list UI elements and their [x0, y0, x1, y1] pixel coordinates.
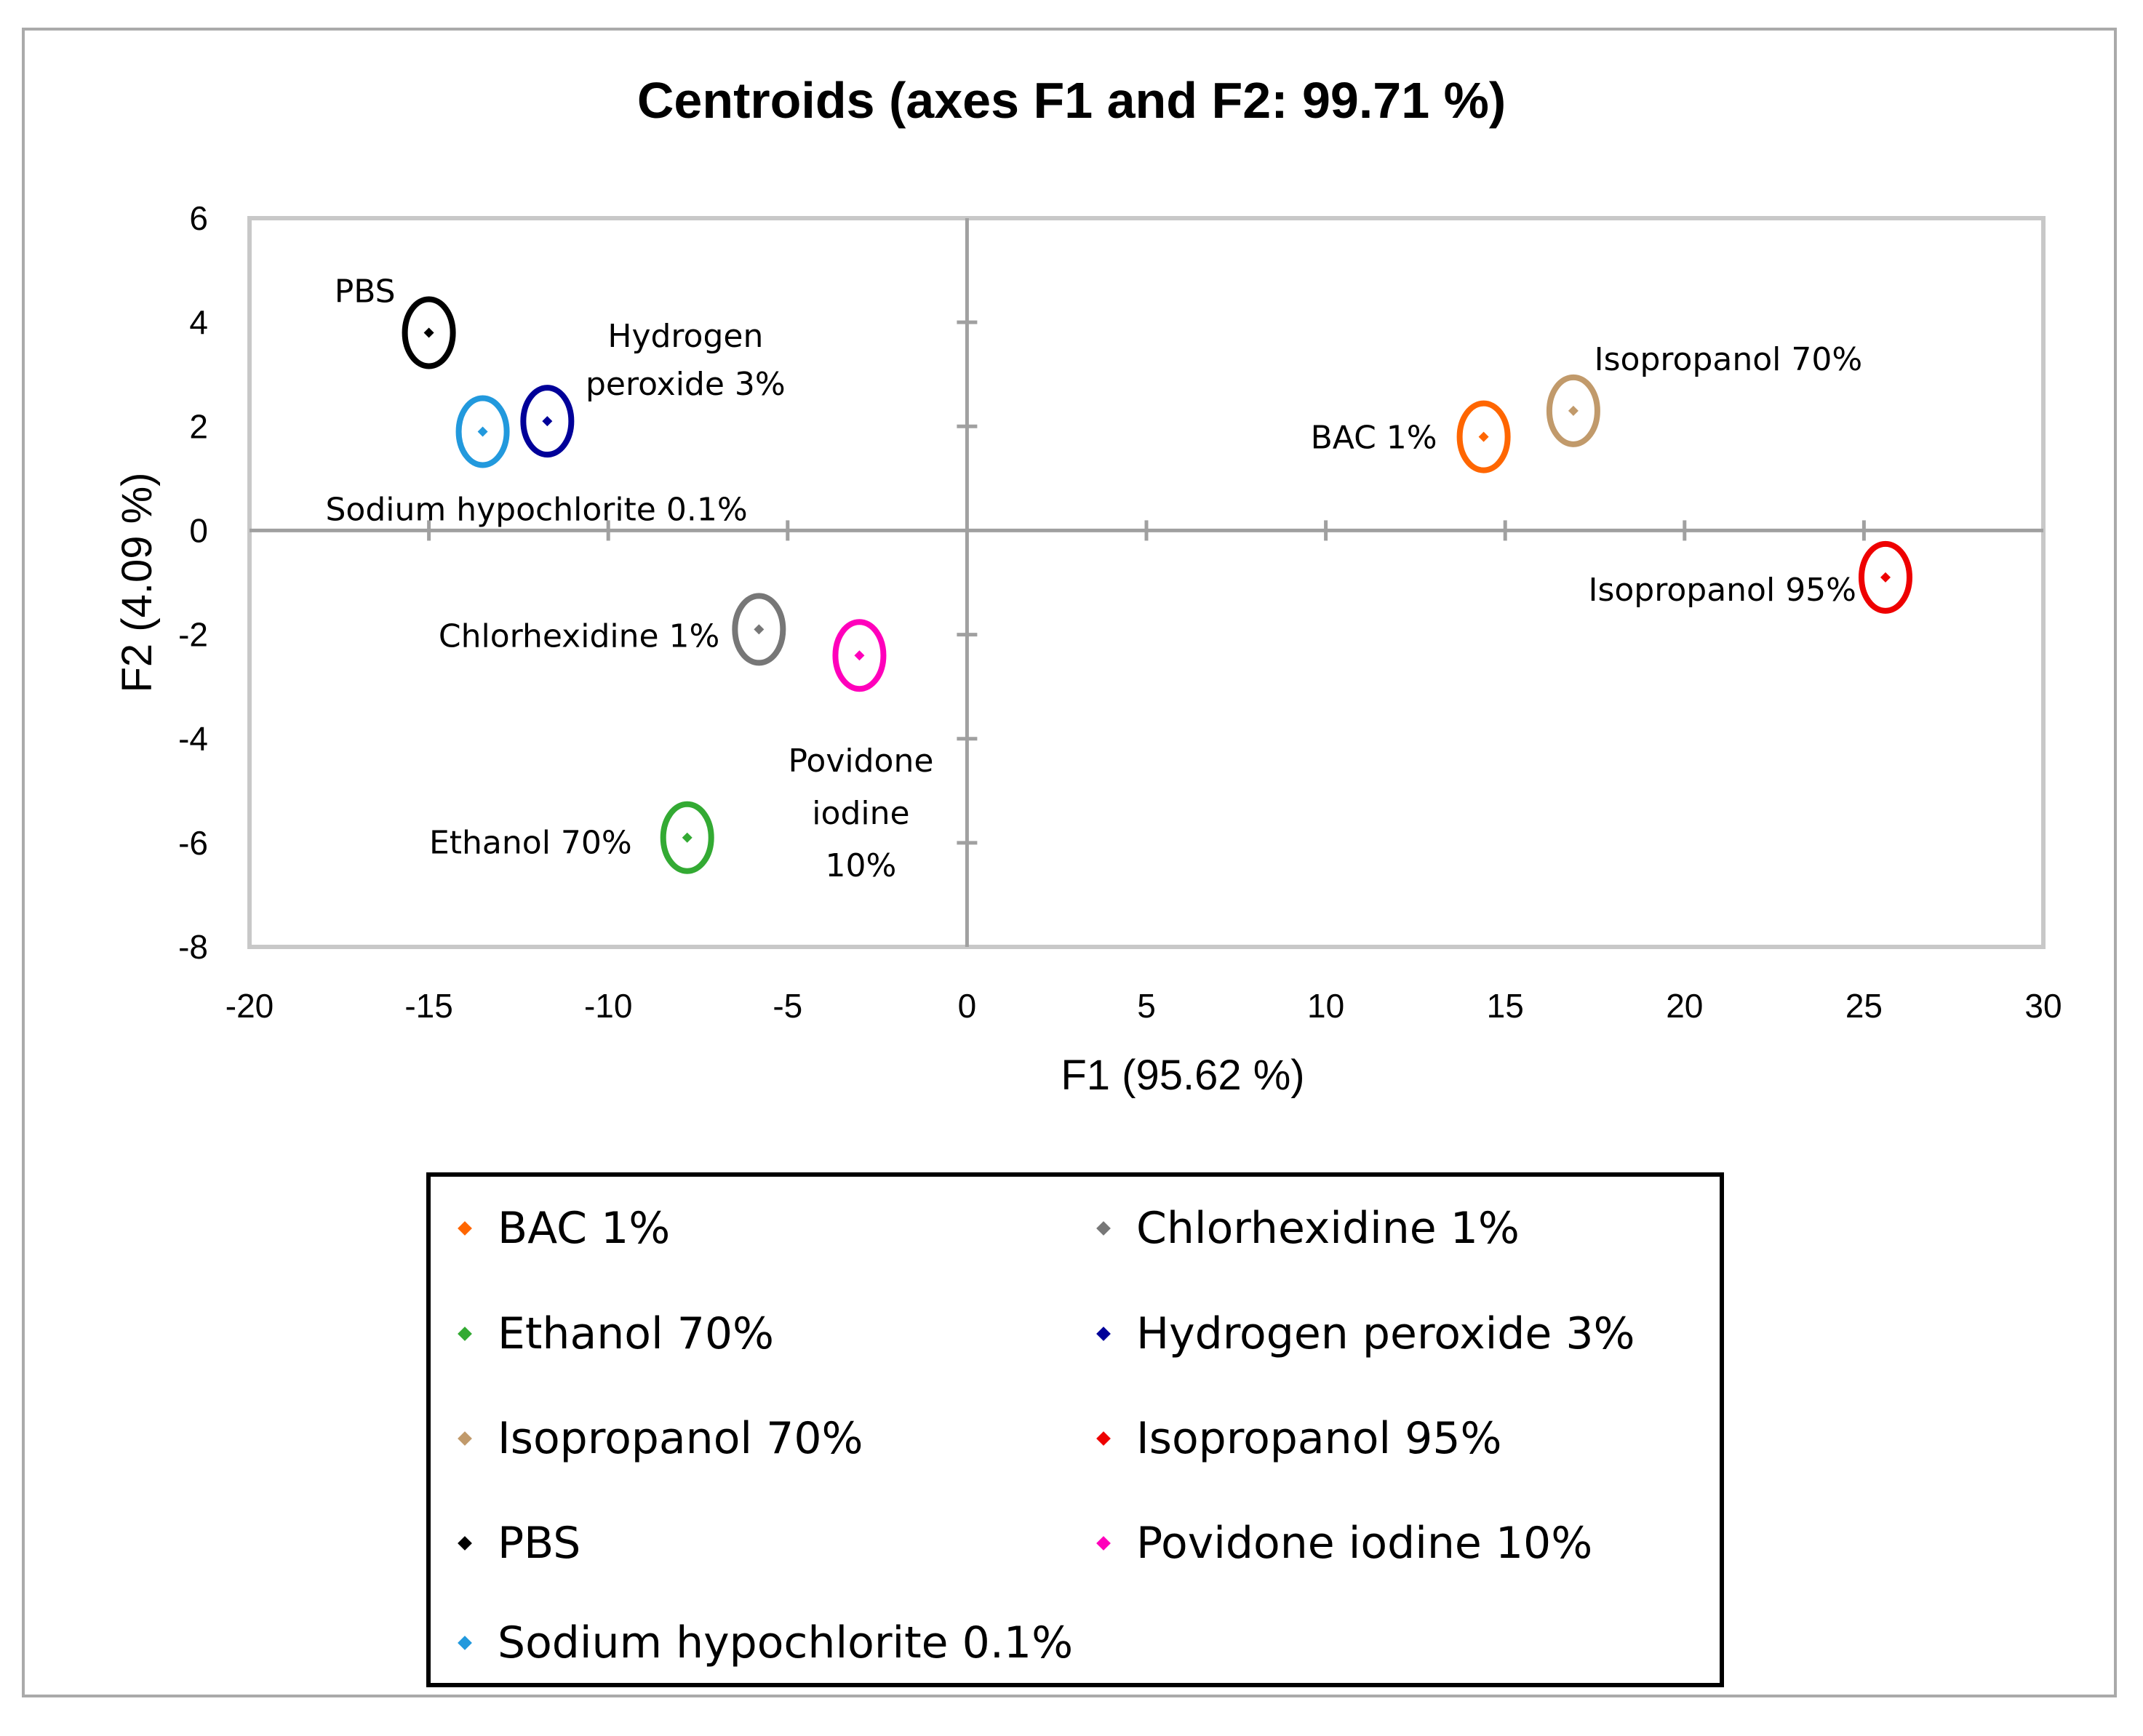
legend-label: BAC 1% [498, 1203, 671, 1254]
point-label: Ethanol 70% [429, 825, 632, 862]
confidence-ellipse [732, 593, 786, 666]
centroid-point [477, 426, 488, 437]
x-tick-label: -5 [773, 987, 802, 1025]
point-label: 10% [826, 847, 897, 884]
point-label: PBS [335, 273, 396, 310]
legend-item: Ethanol 70% [431, 1301, 774, 1367]
legend-item: Isopropanol 70% [431, 1406, 863, 1471]
legend-marker [458, 1431, 472, 1446]
y-tick-label: 0 [189, 511, 208, 549]
legend-item: Chlorhexidine 1% [1069, 1196, 1520, 1261]
legend-item: BAC 1% [431, 1196, 670, 1261]
legend-marker [458, 1636, 472, 1650]
plot-border [247, 216, 2046, 949]
x-tick-label: 0 [958, 987, 977, 1025]
confidence-ellipse [1858, 540, 1912, 614]
y-tick-label: 4 [189, 303, 208, 341]
point-label: BAC 1% [1311, 420, 1437, 457]
confidence-ellipse [1546, 374, 1600, 447]
legend: BAC 1% Chlorhexidine 1% Ethanol 70% Hydroge… [426, 1172, 1724, 1687]
legend-marker [458, 1536, 472, 1551]
confidence-ellipse [455, 395, 510, 468]
centroid-point [1880, 572, 1891, 583]
legend-marker [1096, 1221, 1111, 1236]
confidence-ellipse [832, 619, 887, 692]
legend-label: Sodium hypochlorite 0.1% [498, 1617, 1074, 1668]
legend-label: Hydrogen peroxide 3% [1136, 1308, 1635, 1359]
confidence-ellipse [520, 385, 575, 458]
legend-item: Hydrogen peroxide 3% [1069, 1301, 1635, 1367]
x-tick-label: 30 [2024, 987, 2062, 1025]
x-tick-label: -20 [226, 987, 274, 1025]
legend-marker [1096, 1431, 1111, 1446]
x-tick-label: 5 [1137, 987, 1156, 1025]
x-axis-title: F1 (95.62 %) [1061, 1052, 1304, 1099]
point-label: Isopropanol 95% [1588, 572, 1856, 609]
legend-label: Chlorhexidine 1% [1136, 1203, 1520, 1254]
centroid-point [1568, 405, 1579, 416]
x-tick-label: 15 [1487, 987, 1524, 1025]
centroid-point [423, 327, 434, 338]
legend-marker [1096, 1536, 1111, 1551]
legend-label: Povidone iodine 10% [1136, 1518, 1593, 1569]
legend-marker [1096, 1327, 1111, 1341]
centroid-point [1478, 431, 1489, 442]
legend-marker [458, 1221, 472, 1236]
legend-item: Isopropanol 95% [1069, 1406, 1502, 1471]
marks-layer [402, 296, 1912, 874]
chart-title: Centroids (axes F1 and F2: 99.71 %) [636, 72, 1507, 129]
legend-label: PBS [498, 1518, 581, 1569]
legend-label: Isopropanol 70% [498, 1413, 863, 1464]
centroid-point [754, 624, 765, 635]
confidence-ellipse [1456, 400, 1511, 473]
legend-item: Sodium hypochlorite 0.1% [431, 1610, 1073, 1676]
x-tick-label: 10 [1307, 987, 1344, 1025]
legend-label: Isopropanol 95% [1136, 1413, 1502, 1464]
legend-item: Povidone iodine 10% [1069, 1511, 1592, 1576]
y-tick-label: -8 [178, 928, 208, 966]
y-tick-label: 2 [189, 407, 208, 445]
y-tick-label: -4 [178, 720, 208, 758]
point-label: Isopropanol 70% [1595, 341, 1863, 378]
centroid-point [854, 650, 865, 661]
point-label: iodine [812, 795, 909, 832]
legend-label: Ethanol 70% [498, 1308, 775, 1359]
point-label: Hydrogen [607, 318, 763, 355]
legend-marker [458, 1327, 472, 1341]
x-tick-label: -10 [584, 987, 632, 1025]
centroid-point [542, 416, 553, 427]
labels-layer: BAC 1% Chlorhexidine 1% Ethanol 70% Hydroge… [326, 273, 1863, 884]
point-label: Sodium hypochlorite 0.1% [326, 491, 748, 528]
point-label: peroxide 3% [586, 366, 786, 403]
legend-item: PBS [431, 1511, 580, 1576]
y-tick-label: -2 [178, 616, 208, 654]
y-tick-label: -6 [178, 824, 208, 862]
confidence-ellipse [660, 801, 714, 874]
point-label: Povidone [788, 743, 933, 780]
confidence-ellipse [402, 296, 456, 369]
x-tick-label: 20 [1666, 987, 1703, 1025]
centroid-point [682, 832, 693, 843]
x-tick-label: 25 [1845, 987, 1883, 1025]
x-tick-label: -15 [404, 987, 452, 1025]
y-axis-title: F2 (4.09 %) [113, 473, 161, 693]
y-tick-label: 6 [189, 199, 208, 237]
point-label: Chlorhexidine 1% [439, 617, 719, 655]
